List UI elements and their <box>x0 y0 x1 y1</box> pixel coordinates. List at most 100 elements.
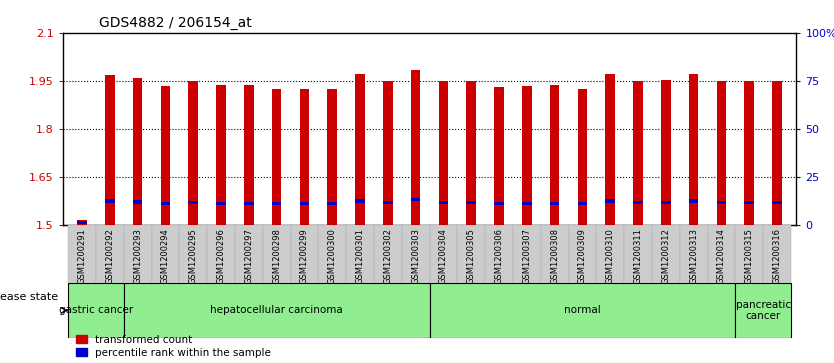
Bar <box>133 200 143 204</box>
Bar <box>772 201 781 204</box>
Bar <box>299 202 309 205</box>
Bar <box>633 81 643 225</box>
Text: GSM1200313: GSM1200313 <box>689 228 698 284</box>
Bar <box>716 201 726 204</box>
Bar <box>263 225 290 283</box>
Bar <box>550 85 560 225</box>
Text: hepatocellular carcinoma: hepatocellular carcinoma <box>210 305 343 315</box>
Text: GSM1200305: GSM1200305 <box>467 228 475 284</box>
Text: GSM1200307: GSM1200307 <box>522 228 531 284</box>
Bar <box>410 70 420 225</box>
Bar <box>466 81 476 225</box>
Bar <box>160 202 170 205</box>
Bar <box>216 85 226 225</box>
Bar <box>577 202 587 205</box>
Bar <box>652 225 680 283</box>
Bar <box>624 225 652 283</box>
Text: GSM1200294: GSM1200294 <box>161 228 170 284</box>
Bar <box>689 199 699 203</box>
Bar <box>494 202 504 205</box>
Text: GSM1200308: GSM1200308 <box>550 228 559 284</box>
Bar <box>133 78 143 225</box>
Bar <box>290 225 319 283</box>
Bar <box>123 225 152 283</box>
Text: GSM1200291: GSM1200291 <box>78 228 87 284</box>
Bar <box>494 87 504 225</box>
Bar <box>346 225 374 283</box>
Text: pancreatic
cancer: pancreatic cancer <box>736 299 791 321</box>
Bar <box>402 225 430 283</box>
Bar <box>430 225 457 283</box>
Bar <box>299 89 309 225</box>
Bar <box>96 225 123 283</box>
Bar <box>633 201 643 204</box>
Text: GSM1200310: GSM1200310 <box>605 228 615 284</box>
Bar <box>439 201 449 204</box>
Text: GSM1200295: GSM1200295 <box>188 228 198 284</box>
Text: GSM1200299: GSM1200299 <box>300 228 309 284</box>
Text: GSM1200311: GSM1200311 <box>634 228 642 284</box>
Bar <box>605 199 615 203</box>
Bar <box>327 89 337 225</box>
Text: disease state: disease state <box>0 292 58 302</box>
Text: GSM1200296: GSM1200296 <box>217 228 225 284</box>
Text: normal: normal <box>564 305 600 315</box>
Text: GSM1200298: GSM1200298 <box>272 228 281 284</box>
Bar <box>77 221 87 224</box>
Bar <box>272 202 282 205</box>
Text: GSM1200293: GSM1200293 <box>133 228 142 284</box>
Bar <box>383 81 393 225</box>
Bar <box>355 74 364 225</box>
Text: GSM1200301: GSM1200301 <box>355 228 364 284</box>
Bar <box>68 225 96 283</box>
Text: GSM1200292: GSM1200292 <box>105 228 114 284</box>
Bar <box>569 225 596 283</box>
Bar <box>383 201 393 204</box>
Bar <box>744 201 754 204</box>
Text: GSM1200303: GSM1200303 <box>411 228 420 284</box>
Bar <box>550 202 560 205</box>
Bar <box>188 201 198 204</box>
Bar <box>522 202 532 205</box>
Bar <box>466 201 476 204</box>
Bar <box>736 225 763 283</box>
Text: GSM1200312: GSM1200312 <box>661 228 671 284</box>
Bar <box>763 225 791 283</box>
Bar <box>272 89 282 225</box>
Bar <box>105 199 114 203</box>
Bar <box>716 81 726 225</box>
Text: GSM1200302: GSM1200302 <box>384 228 392 284</box>
Bar <box>77 220 87 225</box>
Bar <box>319 225 346 283</box>
Bar <box>707 225 736 283</box>
Text: GSM1200300: GSM1200300 <box>328 228 337 284</box>
Bar <box>374 225 402 283</box>
Bar <box>68 283 123 338</box>
Bar <box>244 85 254 225</box>
Bar <box>485 225 513 283</box>
Bar <box>661 201 671 204</box>
Bar <box>522 86 532 225</box>
Bar <box>327 202 337 205</box>
Bar <box>430 283 736 338</box>
Bar <box>457 225 485 283</box>
Bar <box>540 225 569 283</box>
Bar <box>661 80 671 225</box>
Bar <box>105 75 114 225</box>
Text: GSM1200316: GSM1200316 <box>772 228 781 284</box>
Bar <box>439 81 449 225</box>
Bar <box>179 225 207 283</box>
Bar <box>244 202 254 205</box>
Text: GDS4882 / 206154_at: GDS4882 / 206154_at <box>99 16 252 30</box>
Text: GSM1200309: GSM1200309 <box>578 228 587 284</box>
Text: GSM1200315: GSM1200315 <box>745 228 754 284</box>
Bar <box>772 81 781 225</box>
Bar <box>188 81 198 225</box>
Bar <box>216 202 226 205</box>
Bar <box>605 74 615 225</box>
Bar <box>689 74 699 225</box>
Legend: transformed count, percentile rank within the sample: transformed count, percentile rank withi… <box>76 335 271 358</box>
Text: GSM1200297: GSM1200297 <box>244 228 254 284</box>
Bar <box>513 225 540 283</box>
Bar <box>152 225 179 283</box>
